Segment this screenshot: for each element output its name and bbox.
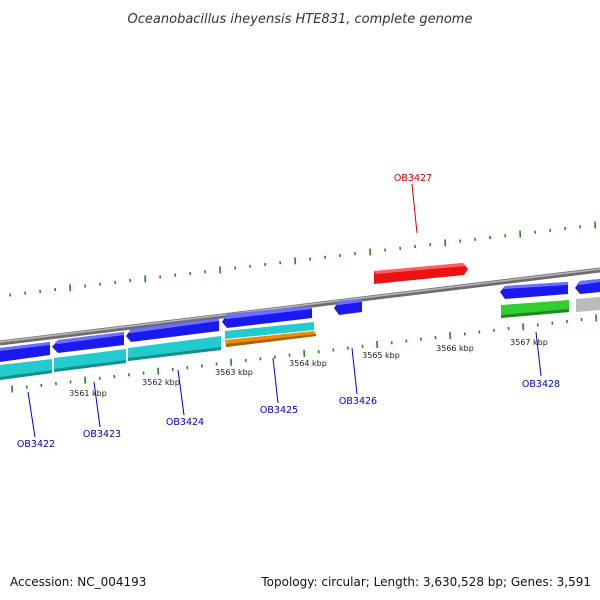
gene-ob3427-arrow[interactable] <box>374 263 468 284</box>
map-title: Oceanobacillus iheyensis HTE831, complet… <box>128 12 473 27</box>
gene-label-ob3422[interactable]: OB3422 <box>17 439 55 450</box>
kbp-tick-labels: 3561 kbp 3562 kbp 3563 kbp 3564 kbp 3565… <box>69 338 548 398</box>
forward-strand-tick-row <box>9 221 597 297</box>
feature-gray[interactable] <box>576 297 600 312</box>
feature-cyan-3[interactable] <box>128 336 221 361</box>
genome-backbone <box>0 267 600 346</box>
reverse-strand-genes <box>0 279 600 362</box>
accession-text: Accession: NC_004193 <box>10 575 146 589</box>
kbp-label: 3566 kbp <box>436 344 474 353</box>
gene-labels: OB3427 OB3422 OB3423 OB3424 OB3425 OB342… <box>17 173 560 450</box>
reverse-strand-tick-row <box>11 314 598 393</box>
forward-strand-genes <box>374 263 468 284</box>
kbp-label: 3567 kbp <box>510 338 548 347</box>
gene-label-ob3424[interactable]: OB3424 <box>166 417 204 428</box>
gene-label-ob3425[interactable]: OB3425 <box>260 405 298 416</box>
kbp-label: 3561 kbp <box>69 389 107 398</box>
feature-row <box>0 297 600 380</box>
gene-label-leaders <box>27 183 542 438</box>
feature-cyan-4[interactable] <box>225 322 314 339</box>
kbp-label: 3562 kbp <box>142 378 180 387</box>
gene-label-ob3423[interactable]: OB3423 <box>83 429 121 440</box>
kbp-label: 3565 kbp <box>362 351 400 360</box>
kbp-label: 3564 kbp <box>289 359 327 368</box>
kbp-label: 3563 kbp <box>215 368 253 377</box>
gene-label-ob3426[interactable]: OB3426 <box>339 396 377 407</box>
gene-label-ob3428[interactable]: OB3428 <box>522 379 560 390</box>
genome-summary-text: Topology: circular; Length: 3,630,528 bp… <box>260 575 591 589</box>
gene-label-ob3427[interactable]: OB3427 <box>394 173 432 184</box>
feature-cyan-2[interactable] <box>54 349 126 372</box>
